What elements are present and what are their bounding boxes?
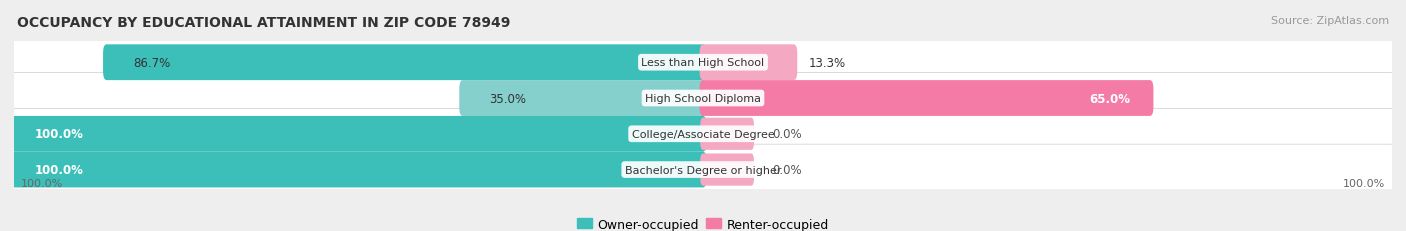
Text: 100.0%: 100.0% [21,178,63,188]
FancyBboxPatch shape [103,45,706,81]
Text: 13.3%: 13.3% [808,57,845,70]
Text: 100.0%: 100.0% [35,163,83,176]
Text: Bachelor's Degree or higher: Bachelor's Degree or higher [624,165,782,175]
FancyBboxPatch shape [10,73,1396,124]
Legend: Owner-occupied, Renter-occupied: Owner-occupied, Renter-occupied [578,218,828,231]
Text: 100.0%: 100.0% [1343,178,1385,188]
Text: 0.0%: 0.0% [772,163,801,176]
Text: Source: ZipAtlas.com: Source: ZipAtlas.com [1271,16,1389,26]
FancyBboxPatch shape [11,152,706,188]
Text: 100.0%: 100.0% [35,128,83,141]
Text: 35.0%: 35.0% [489,92,526,105]
FancyBboxPatch shape [10,109,1396,159]
Text: College/Associate Degree: College/Associate Degree [631,129,775,139]
FancyBboxPatch shape [460,81,706,116]
FancyBboxPatch shape [700,81,1153,116]
Text: 0.0%: 0.0% [772,128,801,141]
FancyBboxPatch shape [700,154,754,186]
Text: High School Diploma: High School Diploma [645,94,761,103]
Text: 86.7%: 86.7% [134,57,170,70]
Text: 65.0%: 65.0% [1090,92,1130,105]
FancyBboxPatch shape [10,38,1396,88]
FancyBboxPatch shape [700,45,797,81]
FancyBboxPatch shape [11,116,706,152]
FancyBboxPatch shape [700,118,754,150]
Text: OCCUPANCY BY EDUCATIONAL ATTAINMENT IN ZIP CODE 78949: OCCUPANCY BY EDUCATIONAL ATTAINMENT IN Z… [17,16,510,30]
Text: Less than High School: Less than High School [641,58,765,68]
FancyBboxPatch shape [10,145,1396,195]
